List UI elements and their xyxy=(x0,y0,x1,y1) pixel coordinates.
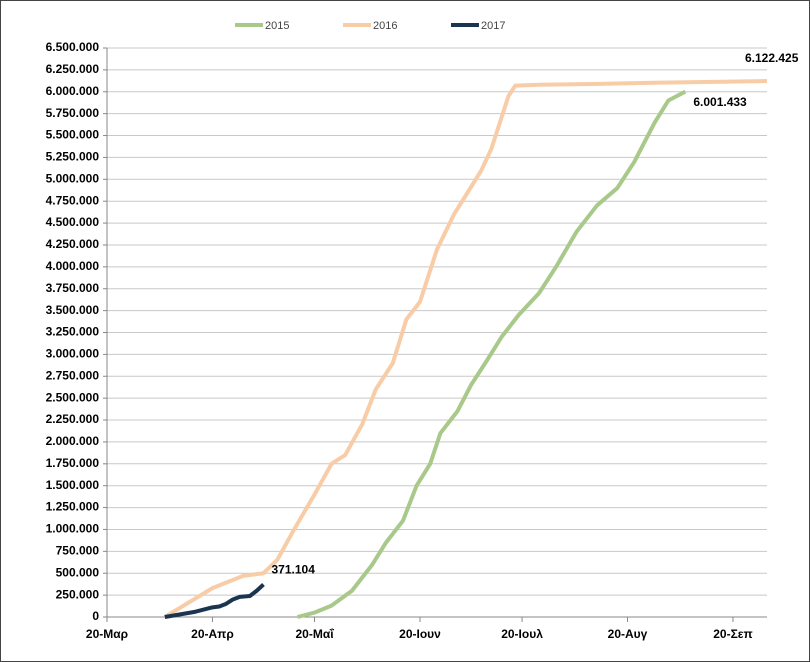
y-tick-label: 1.500.000 xyxy=(46,478,100,492)
y-tick-label: 6.000.000 xyxy=(46,84,100,98)
y-tick-label: 2.250.000 xyxy=(46,412,100,426)
y-tick-label: 4.750.000 xyxy=(46,193,100,207)
data-label: 6.001.433 xyxy=(693,95,747,109)
y-tick-label: 0 xyxy=(92,609,99,623)
y-tick-label: 5.750.000 xyxy=(46,106,100,120)
legend-label: 2015 xyxy=(265,20,289,32)
y-tick-label: 3.500.000 xyxy=(46,303,100,317)
y-tick-label: 750.000 xyxy=(56,544,100,558)
series-line xyxy=(297,89,687,619)
x-tick-label: 20-Μαρ xyxy=(86,627,128,641)
y-tick-label: 4.500.000 xyxy=(46,215,100,229)
series-line xyxy=(164,583,265,619)
y-tick-label: 2.500.000 xyxy=(46,390,100,404)
y-tick-label: 3.750.000 xyxy=(46,281,100,295)
y-tick-label: 5.000.000 xyxy=(46,171,100,185)
series-line xyxy=(163,79,768,619)
x-tick-label: 20-Απρ xyxy=(191,627,234,641)
y-tick-label: 6.500.000 xyxy=(46,40,100,54)
x-tick-label: 20-Αυγ xyxy=(608,627,648,641)
y-tick-label: 5.500.000 xyxy=(46,128,100,142)
x-tick-label: 20-Ιουλ xyxy=(501,627,543,641)
y-tick-label: 1.750.000 xyxy=(46,456,100,470)
y-tick-label: 4.250.000 xyxy=(46,237,100,251)
y-tick-label: 1.250.000 xyxy=(46,500,100,514)
x-tick-label: 20-Ιουν xyxy=(399,627,441,641)
y-tick-label: 500.000 xyxy=(56,565,100,579)
x-tick-label: 20-Σεπ xyxy=(713,627,752,641)
y-tick-label: 3.000.000 xyxy=(46,347,100,361)
data-label: 371.104 xyxy=(271,563,315,577)
y-tick-label: 250.000 xyxy=(56,587,100,601)
legend-label: 2017 xyxy=(481,20,505,32)
x-tick-label: 20-Μαΐ xyxy=(295,627,334,641)
legend-label: 2016 xyxy=(373,20,397,32)
y-tick-label: 2.000.000 xyxy=(46,434,100,448)
y-tick-label: 2.750.000 xyxy=(46,368,100,382)
y-tick-label: 3.250.000 xyxy=(46,325,100,339)
y-tick-label: 4.000.000 xyxy=(46,259,100,273)
y-tick-label: 6.250.000 xyxy=(46,62,100,76)
y-tick-label: 5.250.000 xyxy=(46,150,100,164)
y-tick-label: 1.000.000 xyxy=(46,522,100,536)
data-label: 6.122.425 xyxy=(745,51,799,65)
